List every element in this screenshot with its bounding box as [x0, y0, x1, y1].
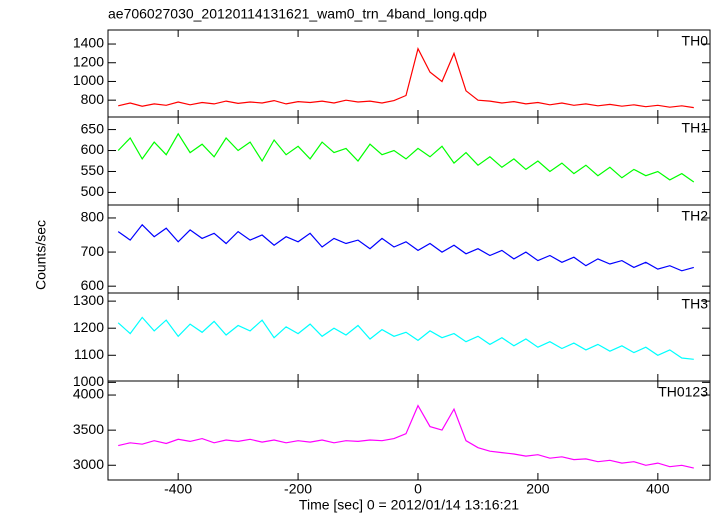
panel-frame — [107, 204, 711, 294]
x-axis-label: Time [sec] 0 = 2012/01/14 13:16:21 — [299, 497, 519, 513]
panel-frame — [107, 292, 711, 382]
y-tick-label: 3500 — [73, 421, 104, 437]
x-tick-label: -200 — [284, 481, 312, 497]
y-tick-label: 700 — [81, 243, 105, 259]
y-tick-label: 3000 — [73, 456, 104, 472]
data-line — [117, 223, 694, 272]
y-tick-label: 1200 — [73, 319, 104, 335]
y-tick-label: 1300 — [73, 292, 104, 308]
x-tick-label: 0 — [414, 481, 422, 497]
panel-label: TH3 — [682, 296, 709, 312]
panel-frame — [107, 29, 711, 118]
panel-label: TH0123 — [658, 384, 708, 400]
x-tick-label: -400 — [164, 481, 192, 497]
panel-label: TH1 — [682, 120, 709, 136]
data-line — [118, 404, 694, 469]
data-line — [118, 47, 694, 109]
y-tick-label: 1100 — [74, 346, 104, 362]
y-tick-label: 650 — [81, 120, 105, 136]
y-tick-label: 1000 — [73, 373, 104, 389]
y-tick-label: 600 — [81, 141, 105, 157]
data-line — [117, 132, 695, 183]
y-tick-label: 800 — [81, 209, 105, 225]
y-tick-label: 1000 — [73, 72, 104, 88]
y-tick-label: 800 — [81, 91, 105, 107]
chart-title: ae706027030_20120114131621_wam0_trn_4ban… — [108, 6, 487, 22]
y-tick-label: 4000 — [73, 386, 104, 402]
y-tick-label: 600 — [81, 277, 105, 293]
y-tick-label: 1400 — [73, 35, 104, 51]
y-tick-label: 550 — [81, 162, 105, 178]
y-tick-label: 500 — [81, 183, 105, 199]
data-line — [117, 316, 694, 360]
y-axis-label: Counts/sec — [33, 220, 49, 290]
panel-frame — [107, 116, 711, 206]
x-tick-label: 400 — [646, 481, 670, 497]
panel-label: TH2 — [682, 208, 709, 224]
panel-frame — [107, 380, 711, 481]
panel-label: TH0 — [682, 33, 709, 49]
y-tick-label: 1200 — [73, 53, 104, 69]
x-tick-label: 200 — [526, 481, 550, 497]
